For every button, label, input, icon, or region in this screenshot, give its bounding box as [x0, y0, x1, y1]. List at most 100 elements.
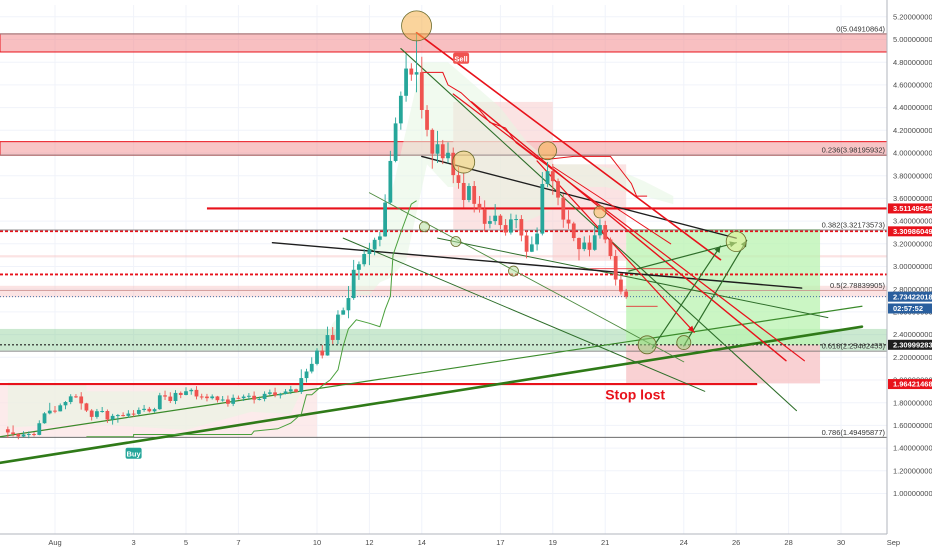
candle-body[interactable] — [472, 186, 477, 204]
candle-body[interactable] — [446, 152, 450, 159]
candle-body[interactable] — [577, 238, 581, 250]
candle-body[interactable] — [267, 392, 272, 394]
candle-body[interactable] — [367, 249, 372, 255]
candle-body[interactable] — [288, 389, 293, 392]
candle-body[interactable] — [63, 402, 68, 406]
candle-body[interactable] — [84, 403, 89, 411]
candle-body[interactable] — [189, 389, 194, 392]
candle-body[interactable] — [488, 221, 492, 224]
candle-body[interactable] — [236, 397, 241, 399]
candle-body[interactable] — [524, 235, 529, 252]
candle-body[interactable] — [613, 256, 618, 280]
candle-body[interactable] — [456, 175, 461, 183]
candle-body[interactable] — [315, 350, 319, 364]
candle-body[interactable] — [184, 391, 188, 395]
candle-body[interactable] — [47, 410, 52, 414]
candle-body[interactable] — [199, 396, 204, 398]
candle-body[interactable] — [398, 95, 403, 124]
candle-body[interactable] — [535, 233, 539, 245]
candle-body[interactable] — [178, 392, 183, 395]
candle-body[interactable] — [136, 409, 141, 414]
candle-body[interactable] — [372, 239, 377, 250]
candle-body[interactable] — [168, 396, 173, 401]
candle-body[interactable] — [493, 215, 498, 222]
candle-body[interactable] — [393, 123, 398, 161]
candle-body[interactable] — [105, 410, 110, 420]
candle-body[interactable] — [147, 408, 152, 412]
candle-body[interactable] — [529, 244, 534, 252]
candle-body[interactable] — [404, 68, 408, 96]
candle-body[interactable] — [89, 410, 94, 417]
candle-body[interactable] — [252, 395, 257, 400]
candle-body[interactable] — [336, 314, 340, 340]
candle-body[interactable] — [21, 434, 26, 437]
candle-body[interactable] — [283, 391, 288, 394]
candle-body[interactable] — [341, 310, 346, 315]
candle-body[interactable] — [435, 144, 440, 154]
candle-body[interactable] — [357, 264, 361, 270]
candle-body[interactable] — [68, 396, 73, 403]
candle-body[interactable] — [440, 144, 445, 159]
candle-body[interactable] — [110, 415, 115, 420]
candle-body[interactable] — [294, 389, 298, 392]
candle-body[interactable] — [32, 434, 36, 436]
candle-body[interactable] — [409, 68, 414, 75]
candle-body[interactable] — [561, 197, 566, 220]
candle-body[interactable] — [346, 298, 351, 311]
candle-body[interactable] — [37, 423, 42, 435]
candle-body[interactable] — [142, 408, 146, 410]
candle-body[interactable] — [5, 429, 10, 433]
candle-body[interactable] — [246, 395, 251, 397]
candle-body[interactable] — [115, 415, 120, 417]
candle-body[interactable] — [414, 72, 419, 75]
candle-body[interactable] — [325, 335, 330, 356]
candle-body[interactable] — [194, 389, 199, 397]
candle-body[interactable] — [241, 396, 246, 399]
candle-body[interactable] — [461, 182, 466, 200]
candle-body[interactable] — [79, 396, 84, 404]
candle-body[interactable] — [330, 335, 335, 340]
candle-body[interactable] — [482, 209, 487, 224]
candle-body[interactable] — [262, 393, 267, 399]
candle-body[interactable] — [299, 378, 304, 392]
candle-body[interactable] — [598, 225, 602, 236]
candle-body[interactable] — [121, 415, 126, 417]
candle-body[interactable] — [619, 279, 623, 292]
candle-body[interactable] — [388, 160, 393, 203]
candle-body[interactable] — [419, 72, 424, 110]
candle-body[interactable] — [351, 269, 356, 299]
candle-body[interactable] — [556, 181, 560, 198]
candle-body[interactable] — [587, 242, 592, 250]
candle-body[interactable] — [514, 219, 519, 221]
candle-body[interactable] — [362, 254, 367, 265]
candle-body[interactable] — [278, 393, 283, 396]
candle-body[interactable] — [603, 225, 608, 240]
candle-body[interactable] — [173, 392, 178, 401]
candle-body[interactable] — [152, 409, 157, 412]
candle-body[interactable] — [425, 109, 429, 130]
candle-body[interactable] — [163, 395, 167, 397]
candle-body[interactable] — [257, 398, 262, 400]
candle-body[interactable] — [467, 186, 471, 200]
candle-body[interactable] — [320, 350, 325, 356]
candle-body[interactable] — [215, 396, 220, 401]
candle-body[interactable] — [53, 410, 57, 412]
candle-body[interactable] — [430, 129, 435, 154]
candle-body[interactable] — [566, 219, 571, 224]
candle-body[interactable] — [592, 235, 597, 250]
candle-body[interactable] — [16, 434, 21, 437]
candle-body[interactable] — [226, 399, 230, 404]
candle-body[interactable] — [220, 399, 225, 401]
candle-body[interactable] — [383, 202, 388, 237]
candle-body[interactable] — [503, 225, 508, 233]
candle-body[interactable] — [95, 411, 99, 417]
candle-body[interactable] — [508, 219, 513, 233]
candle-body[interactable] — [498, 215, 503, 226]
candle-body[interactable] — [477, 203, 482, 210]
candle-body[interactable] — [550, 171, 555, 182]
candle-body[interactable] — [624, 291, 629, 297]
candle-body[interactable] — [205, 396, 209, 399]
candle-body[interactable] — [74, 396, 78, 398]
